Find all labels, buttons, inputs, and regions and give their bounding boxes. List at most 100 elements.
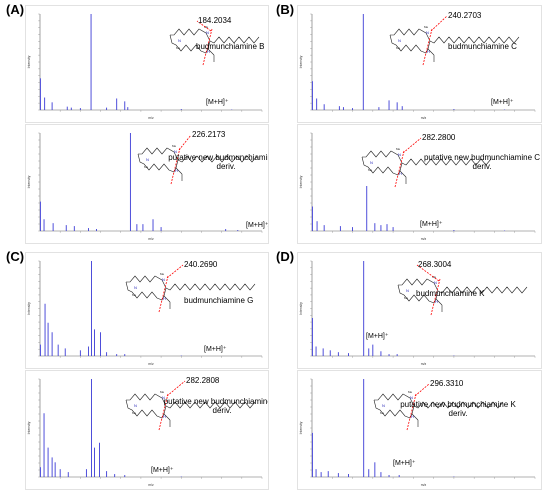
compound-name: putative new budmunchiamine C deriv. — [423, 153, 541, 171]
ring-bond — [170, 28, 215, 56]
atom-label: H — [163, 296, 166, 301]
ring-bond — [389, 34, 429, 54]
x-axis-label: m/z — [148, 116, 154, 120]
compound-name: budmunchiamine B — [196, 42, 265, 51]
compound-name: putative new budmunchiamine B deriv. — [168, 153, 268, 171]
panel-letter-b: (B) — [276, 2, 295, 17]
ring-bond — [125, 399, 165, 419]
fragment-leader — [430, 15, 448, 32]
fragment-mz-label: 240.2690 — [184, 260, 218, 269]
y-axis-label: Intensity — [299, 421, 303, 434]
methyl-label: Me — [408, 390, 412, 394]
y-axis-label: Intensity — [27, 421, 31, 434]
atom-label: H — [163, 414, 166, 419]
molecular-ion-label: [M+H]⁺ — [393, 460, 416, 467]
fragment-mz-label: 296.3310 — [430, 379, 464, 388]
methyl-label: Me — [160, 390, 164, 394]
methyl-label: Me — [396, 46, 400, 50]
methyl-label: Me — [380, 411, 384, 415]
spectrum-d-top: Intensity m/z N H N Me Me 268.3004 budmunchiamin… — [297, 252, 542, 369]
fragment-mz-label: 226.2173 — [192, 130, 226, 139]
atom-label: N — [134, 403, 137, 408]
ring-bond — [126, 393, 171, 421]
atom-label: N — [406, 288, 409, 293]
fragment-leader — [196, 20, 212, 32]
spectrum-a-top: Intensity m/z N H N Me Me 184.2034 budmunchiamin… — [25, 5, 269, 123]
spectrum-b-bottom: Intensity m/z N H N Me Me 282.2800 putative new … — [297, 124, 542, 244]
fragment-mz-label: 282.2808 — [186, 376, 220, 385]
ring-bond — [397, 284, 437, 304]
compound-name: budmunchiamine C — [448, 42, 517, 51]
atom-label: N — [398, 38, 401, 43]
atom-label: H — [399, 171, 402, 176]
ring-bond — [137, 153, 177, 173]
alkyl-chain — [401, 158, 492, 166]
y-axis-label: Intensity — [299, 175, 303, 188]
molecular-ion-label: [M+H]⁺ — [420, 221, 443, 228]
molecular-ion-label: [M+H]⁺ — [246, 222, 269, 229]
alkyl-chain — [429, 36, 520, 44]
methyl-label: Me — [404, 296, 408, 300]
fragment-mz-label: 268.3004 — [418, 260, 452, 269]
y-axis-label: Intensity — [299, 55, 303, 68]
x-axis-label: m/z — [421, 116, 427, 120]
fragment-leader — [166, 380, 186, 397]
fragment-leader — [178, 134, 192, 151]
atom-label: N — [426, 30, 429, 35]
ring-bond — [126, 275, 171, 303]
x-axis-label: m/z — [421, 362, 427, 366]
methyl-label: Me — [368, 168, 372, 172]
panel-letter-c: (C) — [6, 249, 25, 264]
x-axis-label: m/z — [421, 237, 427, 241]
y-axis-label: Intensity — [27, 175, 31, 188]
methyl-label: Me — [432, 275, 436, 279]
atom-label: N — [410, 395, 413, 400]
spectrum-d-bottom: Intensity m/z N H N Me Me 296.3310 putative new … — [297, 370, 542, 490]
x-axis-label: m/z — [148, 362, 154, 366]
ring-bond — [373, 399, 413, 419]
spectrum-b-top: Intensity m/z N H N Me Me 240.2703 budmunchiamin… — [297, 5, 542, 123]
alkyl-chain — [165, 283, 256, 291]
atom-label: N — [146, 157, 149, 162]
ring-bond — [398, 278, 443, 306]
atom-label: N — [162, 277, 165, 282]
fragment-mz-label: 282.2800 — [422, 133, 456, 142]
atom-label: H — [175, 168, 178, 173]
compound-name: budmunchiamine K — [416, 289, 485, 298]
molecular-ion-label: [M+H]⁺ — [204, 346, 227, 353]
y-axis-label: Intensity — [299, 302, 303, 315]
atom-label: N — [178, 38, 181, 43]
atom-label: H — [411, 414, 414, 419]
atom-label: N — [134, 285, 137, 290]
methyl-label: Me — [204, 25, 208, 29]
spectrum-c-bottom: Intensity m/z N H N Me Me 282.2808 putative new … — [25, 370, 269, 490]
fragment-mz-label: 184.2034 — [198, 16, 232, 25]
y-axis-label: Intensity — [27, 55, 31, 68]
atom-label: H — [427, 49, 430, 54]
methyl-label: Me — [424, 25, 428, 29]
fragment-leader — [166, 264, 184, 279]
atom-label: H — [435, 299, 438, 304]
compound-name: putative new budmunchiamine G deriv. — [163, 397, 269, 415]
alkyl-chain — [209, 36, 260, 44]
alkyl-chain — [413, 401, 504, 409]
methyl-label: Me — [160, 272, 164, 276]
methyl-label: Me — [132, 411, 136, 415]
panel-letter-a: (A) — [6, 2, 25, 17]
fragment-leader — [416, 264, 440, 282]
compound-name: putative new budmunchiamine K deriv. — [400, 400, 516, 418]
alkyl-chain — [165, 401, 256, 409]
